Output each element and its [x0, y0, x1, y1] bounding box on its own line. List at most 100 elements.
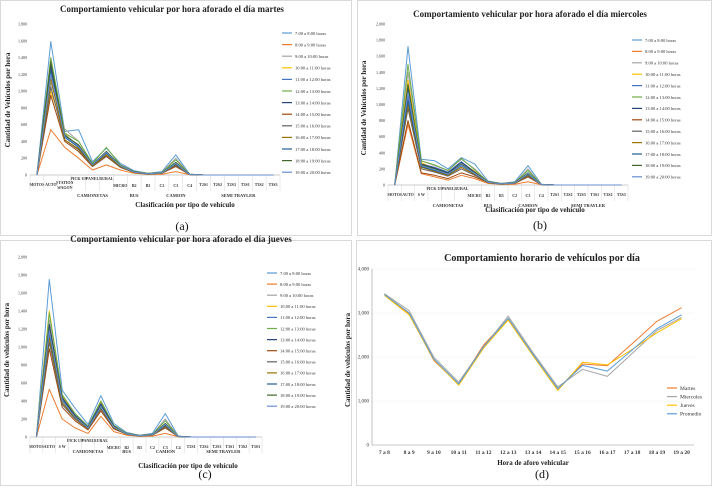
x-tick-label: 19 a 20 [673, 450, 690, 456]
x-tick-label: T2S2 [213, 182, 222, 187]
y-axis-label: Cantidad de Vehículos por hora [4, 52, 12, 147]
chart-frame [356, 240, 712, 486]
legend-label: 16:00 a 17:00 horas [645, 140, 681, 145]
x-tick-label: T2S2 [200, 444, 209, 449]
x-tick-label: 7 a 8 [379, 450, 390, 456]
x-tick-label: AUTO [402, 192, 413, 197]
y-tick-label: 1,400 [18, 55, 27, 61]
x-tick-label: 9 a 10 [427, 450, 441, 456]
x-tick-label: AUTO [44, 444, 55, 449]
x-tick-label: T2S1 [187, 444, 196, 449]
y-tick-label: 1,800 [376, 38, 385, 44]
x-tick-label: PICK UP [70, 176, 87, 181]
y-tick-label: 1,600 [18, 38, 27, 44]
legend-label: 11:00 a 12:00 horas [280, 315, 316, 320]
x-group-label: SEMI TRAYLER [571, 203, 606, 208]
y-tick-label: 1,800 [18, 273, 27, 279]
chart-panel-3: Comportamiento vehicular por hora aforad… [0, 234, 352, 486]
x-tick-label: 14 a 15 [550, 450, 567, 456]
y-tick-label: 4,000 [358, 268, 370, 273]
x-tick-label: 11 a 12 [475, 450, 491, 456]
y-tick-label: 1,000 [18, 89, 27, 95]
y-tick-label: 2,000 [376, 22, 385, 28]
chart-panel-2: Comportamiento vehicular por hora aforad… [357, 0, 712, 236]
y-axis-label: Cantidad de vehículos por hora [3, 303, 11, 397]
y-tick-label: 1,000 [376, 102, 385, 108]
legend-label: 9:00 a 10:00 horas [295, 54, 329, 59]
x-tick-label: C3 [173, 183, 178, 188]
legend-label: 7:00 a 8:00 horas [295, 31, 326, 36]
series-line-13 [35, 330, 256, 438]
x-tick-label: T2S3 [577, 192, 586, 197]
x-tick-label: PANEL [86, 176, 100, 181]
panel-label: (d) [535, 467, 549, 481]
chart-panel-4: Comportamiento horario de vehículos por … [344, 240, 712, 486]
x-group-label: CAMIONETAS [73, 449, 104, 454]
legend-label: Jueves [680, 403, 695, 409]
x-tick-label: T3S1 [241, 182, 250, 187]
x-tick-label: RURAL [94, 438, 109, 443]
x-tick-label: RURAL [454, 186, 469, 191]
x-tick-label: T3S1 [225, 444, 234, 449]
x-tick-label: T2S2 [564, 192, 573, 197]
x-group-label: SEMI TRAYLER [221, 193, 256, 198]
y-tick-label: 1,200 [18, 327, 27, 333]
y-axis-label: Cantidad de vehículos por hora [344, 313, 352, 407]
x-axis-label: Clasificación por tipo de vehículo [485, 206, 585, 214]
y-tick-label: 2,000 [18, 255, 27, 261]
x-group-label: BUS [122, 449, 131, 454]
x-tick-label: PANEL [441, 186, 455, 191]
y-tick-label: 0 [25, 435, 27, 440]
legend-label: 13:00 a 14:00 horas [645, 106, 681, 111]
x-tick-label: T3S2 [255, 182, 264, 187]
x-tick-label: C3 [163, 445, 168, 450]
x-tick-label: C2 [150, 445, 155, 450]
x-axis-label: Clasificación por tipo de vehículo [135, 201, 235, 209]
x-tick-label: 13 a 14 [525, 450, 542, 456]
legend-label: Promedio [680, 412, 702, 418]
y-tick-label: 400 [379, 150, 385, 155]
x-tick-label: B2 [132, 183, 137, 188]
x-tick-label: AUTO [45, 182, 56, 187]
x-axis-label: Clasificación por tipo de vehículo [138, 462, 238, 470]
x-tick-label: MOTOS [387, 192, 403, 197]
x-tick-label: C4 [539, 193, 544, 198]
legend-label: Miercoles [680, 394, 702, 400]
legend-label: 14:00 a 15:00 horas [645, 118, 681, 123]
series-line-13 [36, 73, 274, 176]
y-tick-label: 200 [379, 166, 385, 171]
x-tick-label: MOTOS [29, 444, 45, 449]
legend-label: 7:00 a 8:00 horas [645, 38, 676, 43]
x-tick-label: B3 [499, 193, 504, 198]
x-tick-label: 16 a 17 [599, 450, 616, 456]
x-tick-label: T2S3 [212, 444, 221, 449]
x-tick-label: 15 a 16 [574, 450, 591, 456]
x-axis-label: Hora de aforo vehicular [497, 459, 569, 467]
legend-label: 10:00 a 11:00 horas [295, 66, 331, 71]
legend-label: 14:00 a 15:00 horas [295, 112, 331, 117]
x-tick-label: T2S1 [199, 182, 208, 187]
x-tick-label: MICRO [468, 193, 482, 198]
series-line-13 [394, 91, 622, 186]
y-tick-label: 1,600 [18, 291, 27, 297]
legend-label: 19:00 a 20:00 horas [280, 404, 316, 409]
legend-label: 8:00 a 9:00 horas [295, 42, 326, 47]
legend-label: 8:00 a 9:00 horas [645, 49, 676, 54]
chart-title: Comportamiento vehicular por hora aforad… [413, 9, 647, 19]
x-tick-label: PICK UP [67, 438, 84, 443]
legend-label: 19:00 a 20:00 horas [295, 170, 331, 175]
y-tick-label: 600 [379, 134, 385, 139]
legend-label: 17:00 a 18:00 horas [280, 382, 316, 387]
x-tick-label: T3S3 [617, 192, 626, 197]
chart-title: Comportamiento horario de vehículos por … [444, 253, 640, 264]
y-tick-label: 800 [21, 363, 27, 368]
legend-label: 12:00 a 13:00 horas [295, 89, 331, 94]
x-tick-label: STATION [56, 180, 74, 185]
x-tick-label: MICRO [113, 183, 127, 188]
x-group-label: CAMIONETAS [433, 203, 464, 208]
x-group-label: CAMION [156, 449, 176, 454]
x-tick-label: T3S3 [251, 444, 260, 449]
x-tick-label: 10 a 11 [451, 450, 467, 456]
series-line-2 [384, 293, 682, 388]
y-tick-label: 800 [21, 105, 27, 110]
